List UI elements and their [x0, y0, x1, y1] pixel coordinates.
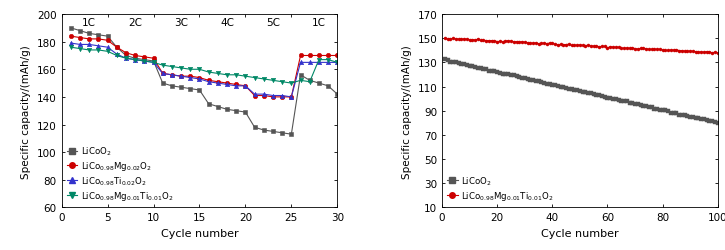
Text: 4C: 4C: [220, 18, 234, 28]
X-axis label: Cycle number: Cycle number: [541, 228, 618, 238]
Y-axis label: Specific capacity/(mAh/g): Specific capacity/(mAh/g): [22, 45, 31, 178]
Text: 3C: 3C: [174, 18, 188, 28]
Text: 2C: 2C: [128, 18, 142, 28]
Text: 5C: 5C: [266, 18, 280, 28]
Legend: LiCoO$_2$, LiCo$_{0.98}$Mg$_{0.01}$Ti$_{0.01}$O$_2$: LiCoO$_2$, LiCo$_{0.98}$Mg$_{0.01}$Ti$_{…: [447, 174, 555, 203]
X-axis label: Cycle number: Cycle number: [161, 228, 239, 238]
Text: 1C: 1C: [312, 18, 326, 28]
Y-axis label: Specific capacity/(mAh/g): Specific capacity/(mAh/g): [402, 45, 412, 178]
Legend: LiCoO$_2$, LiCo$_{0.98}$Mg$_{0.02}$O$_2$, LiCo$_{0.98}$Ti$_{0.02}$O$_2$, LiCo$_{: LiCoO$_2$, LiCo$_{0.98}$Mg$_{0.02}$O$_2$…: [66, 144, 174, 203]
Text: 1C: 1C: [82, 18, 96, 28]
